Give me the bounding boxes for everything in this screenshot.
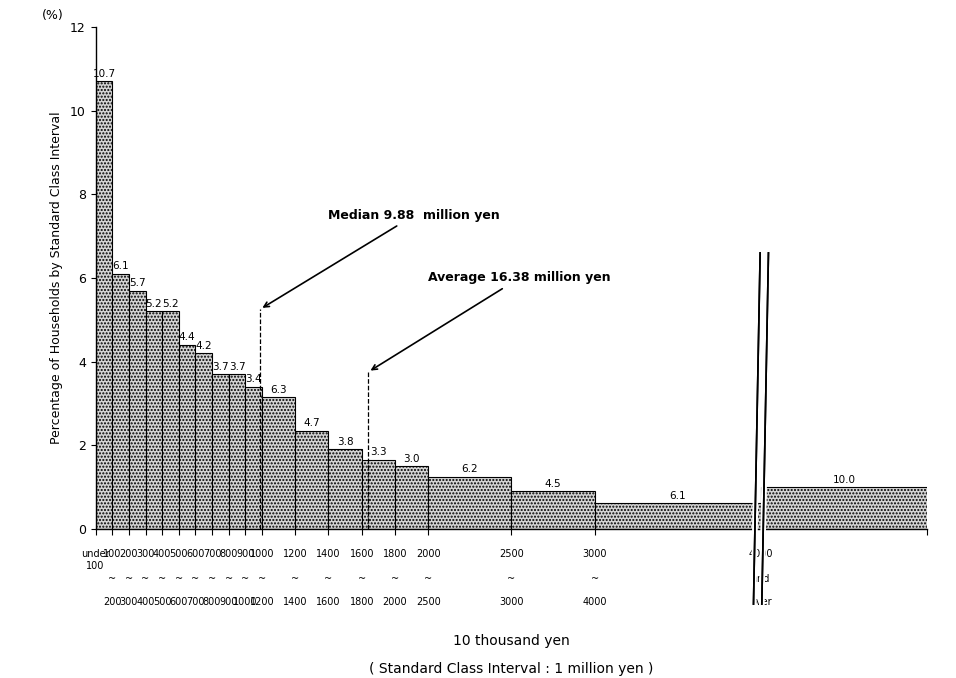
Text: 3.0: 3.0 — [403, 454, 420, 464]
Text: 3.3: 3.3 — [370, 447, 386, 458]
Text: 3.4: 3.4 — [246, 374, 262, 384]
Text: 500: 500 — [169, 549, 188, 559]
Bar — [361, 460, 395, 529]
Text: 3.8: 3.8 — [337, 437, 354, 447]
Text: 4.7: 4.7 — [304, 418, 320, 428]
Bar — [145, 311, 163, 529]
Text: 800: 800 — [203, 597, 221, 607]
Text: 400: 400 — [137, 597, 155, 607]
Text: 200: 200 — [120, 549, 138, 559]
Text: ~: ~ — [225, 574, 232, 584]
Text: 300: 300 — [120, 597, 138, 607]
Text: (%): (%) — [41, 9, 63, 22]
Text: 1800: 1800 — [382, 549, 407, 559]
Text: 1800: 1800 — [350, 597, 374, 607]
Text: 1600: 1600 — [316, 597, 340, 607]
Text: 10.0: 10.0 — [833, 475, 856, 485]
Text: 200: 200 — [103, 597, 121, 607]
Bar — [96, 81, 112, 529]
Text: 800: 800 — [220, 549, 238, 559]
Bar — [511, 491, 595, 529]
Text: 300: 300 — [137, 549, 155, 559]
Text: 1600: 1600 — [350, 549, 374, 559]
Text: 6.2: 6.2 — [462, 464, 478, 475]
Text: ~: ~ — [191, 574, 200, 584]
Bar — [295, 431, 329, 529]
Text: 1000: 1000 — [250, 549, 274, 559]
Text: 6.1: 6.1 — [669, 491, 686, 501]
Text: 4.5: 4.5 — [545, 479, 561, 489]
Text: 700: 700 — [186, 597, 205, 607]
Text: 1200: 1200 — [250, 597, 274, 607]
Text: 10.7: 10.7 — [93, 69, 116, 79]
Text: ~: ~ — [391, 574, 399, 584]
Text: 100: 100 — [103, 549, 121, 559]
Bar — [428, 477, 511, 529]
Text: 2000: 2000 — [416, 549, 441, 559]
Text: 2500: 2500 — [499, 549, 524, 559]
Bar — [129, 290, 145, 529]
Text: ~: ~ — [141, 574, 149, 584]
Text: ~: ~ — [175, 574, 183, 584]
Bar — [179, 345, 195, 529]
Text: ~: ~ — [241, 574, 250, 584]
Text: and: and — [751, 574, 771, 584]
Y-axis label: Percentage of Households by Standard Class Interval: Percentage of Households by Standard Cla… — [50, 112, 63, 444]
Text: Average 16.38 million yen: Average 16.38 million yen — [372, 271, 611, 370]
Bar — [262, 397, 295, 529]
Text: 3.7: 3.7 — [212, 361, 228, 372]
Text: 900: 900 — [220, 597, 238, 607]
Bar — [163, 311, 179, 529]
Text: 5.2: 5.2 — [163, 299, 179, 309]
Text: 2500: 2500 — [416, 597, 441, 607]
Bar — [212, 374, 228, 529]
Text: ~: ~ — [508, 574, 515, 584]
Text: 4000: 4000 — [582, 597, 607, 607]
Text: 1400: 1400 — [283, 597, 308, 607]
Text: 5.7: 5.7 — [129, 278, 145, 288]
Text: 3000: 3000 — [499, 597, 524, 607]
Text: ~: ~ — [591, 574, 598, 584]
Text: ~: ~ — [324, 574, 333, 584]
Text: ~: ~ — [358, 574, 366, 584]
Text: 6.3: 6.3 — [271, 384, 287, 395]
Text: 700: 700 — [203, 549, 221, 559]
Text: under
100: under 100 — [81, 549, 110, 570]
Text: 6.1: 6.1 — [112, 261, 129, 271]
Text: 500: 500 — [153, 597, 171, 607]
Bar — [112, 274, 129, 529]
Text: 1000: 1000 — [233, 597, 257, 607]
Text: 4.4: 4.4 — [179, 332, 195, 342]
Bar — [246, 386, 262, 529]
Text: 600: 600 — [186, 549, 205, 559]
Text: 1200: 1200 — [283, 549, 308, 559]
Text: ~: ~ — [158, 574, 166, 584]
Text: ( Standard Class Interval : 1 million yen ): ( Standard Class Interval : 1 million ye… — [369, 662, 654, 676]
Bar — [761, 487, 927, 529]
Text: over: over — [750, 597, 771, 607]
Text: 3000: 3000 — [582, 549, 607, 559]
Bar — [329, 450, 361, 529]
Text: ~: ~ — [424, 574, 432, 584]
Text: ~: ~ — [125, 574, 133, 584]
Bar — [195, 353, 212, 529]
Bar — [395, 466, 428, 529]
Text: 900: 900 — [236, 549, 254, 559]
Text: 400: 400 — [153, 549, 171, 559]
Bar — [595, 503, 761, 529]
Text: Median 9.88  million yen: Median 9.88 million yen — [264, 209, 500, 307]
Text: 1400: 1400 — [316, 549, 340, 559]
Text: ~: ~ — [258, 574, 266, 584]
Text: ~: ~ — [292, 574, 299, 584]
Bar — [228, 374, 246, 529]
Text: 4000: 4000 — [749, 549, 773, 559]
Text: 600: 600 — [169, 597, 188, 607]
Text: 4.2: 4.2 — [195, 341, 212, 351]
Text: 3.7: 3.7 — [228, 361, 246, 372]
Text: 5.2: 5.2 — [145, 299, 163, 309]
Text: 10 thousand yen: 10 thousand yen — [453, 634, 570, 648]
Text: ~: ~ — [108, 574, 117, 584]
Text: ~: ~ — [208, 574, 216, 584]
Text: 2000: 2000 — [382, 597, 407, 607]
